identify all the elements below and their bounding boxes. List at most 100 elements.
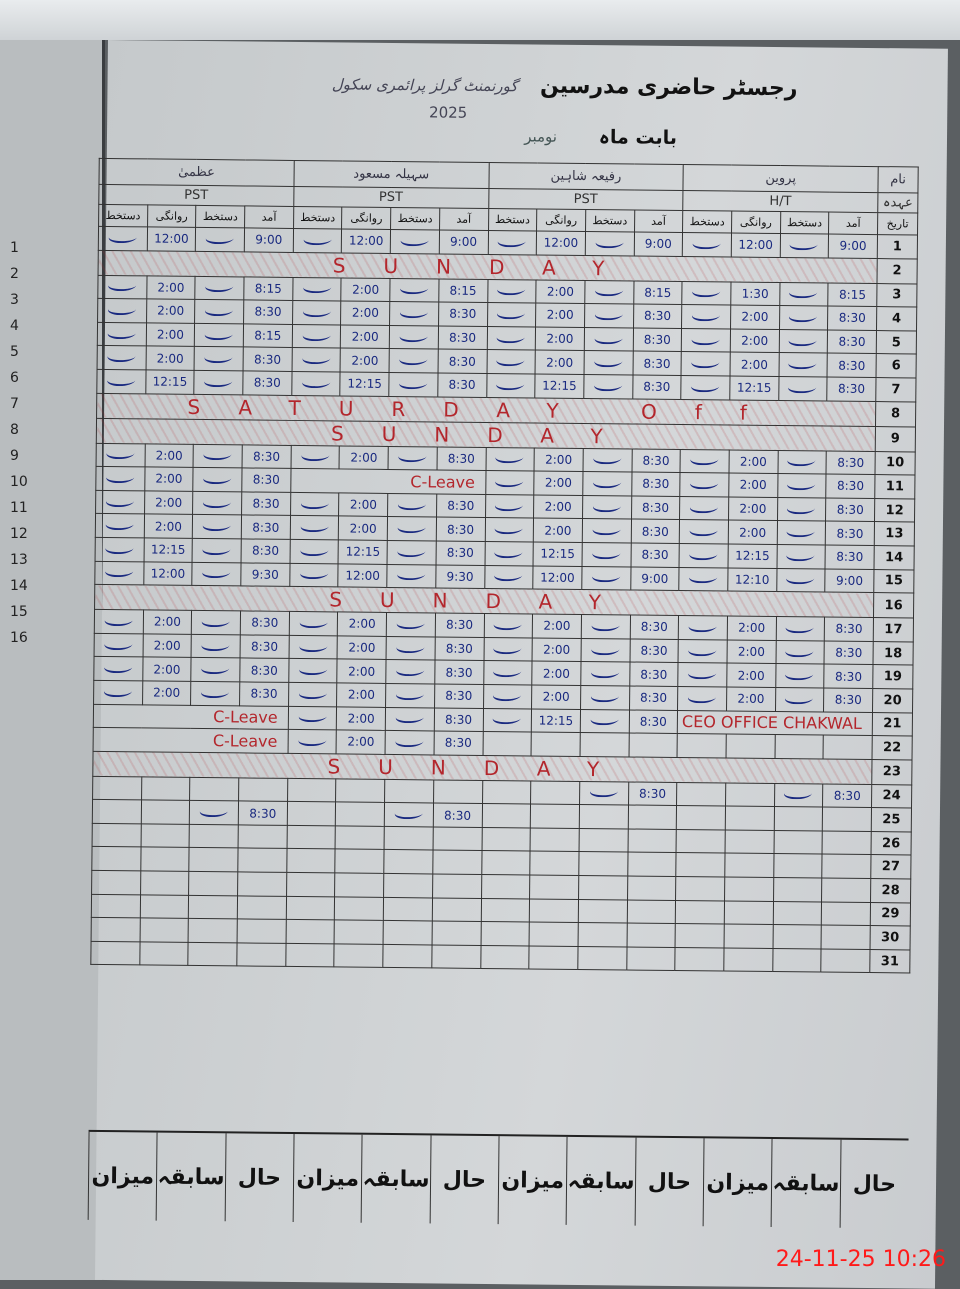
signature-cell — [775, 616, 825, 641]
signature-cell — [386, 612, 436, 637]
footer-label: سابقہ — [361, 1134, 431, 1224]
signature — [395, 544, 428, 558]
timestamp: 24-11-25 10:26 — [775, 1247, 946, 1272]
departure-time: 2:00 — [532, 614, 582, 639]
signature-cell — [383, 849, 433, 875]
signature-cell — [95, 537, 144, 562]
signature-cell — [483, 637, 533, 662]
signature-cell — [192, 561, 242, 587]
signature — [105, 350, 138, 363]
signature-cell — [286, 896, 335, 921]
column-header: آمد — [244, 205, 294, 229]
signature — [588, 713, 621, 726]
date-cell: 22 — [872, 735, 913, 760]
signature-cell — [286, 872, 336, 897]
arrival-time: 8:30 — [826, 474, 875, 499]
departure-time — [530, 804, 580, 829]
signature-cell — [91, 870, 141, 895]
signature-cell — [583, 350, 633, 375]
signature-cell — [680, 449, 730, 474]
signature — [591, 378, 625, 392]
departure-time: 12:00 — [143, 561, 193, 586]
signature — [690, 236, 724, 250]
arrival-time: 8:30 — [434, 660, 484, 685]
signature-cell — [773, 853, 823, 879]
arrival-time: 8:30 — [826, 450, 876, 475]
signature — [297, 639, 330, 652]
signature — [492, 618, 525, 631]
departure-time — [725, 782, 775, 807]
signature — [104, 470, 137, 484]
signature — [296, 686, 330, 700]
column-header: دستخط — [488, 208, 537, 231]
teacher-designation: PST — [488, 188, 684, 211]
signature-cell — [675, 876, 725, 901]
leave-note: CEO OFFICE CHAKWAL — [677, 710, 873, 736]
signature-cell — [484, 565, 534, 590]
date-cell: 17 — [873, 617, 914, 642]
signature — [491, 688, 524, 702]
signature-cell — [681, 351, 731, 377]
arrival-time — [237, 871, 287, 897]
signature-cell — [94, 633, 143, 658]
signature-cell — [772, 924, 822, 949]
left-page-number: 4 — [10, 318, 19, 334]
signature-cell — [680, 472, 729, 497]
signature-cell — [95, 490, 145, 515]
departure-time: 2:00 — [339, 445, 389, 470]
column-header: دستخط — [98, 204, 148, 227]
departure-time — [723, 924, 773, 949]
signature-cell — [287, 778, 337, 803]
date-label: تاریخ — [877, 212, 918, 235]
arrival-time — [432, 874, 482, 899]
signature-cell — [190, 681, 240, 706]
signature-cell — [772, 901, 822, 926]
signature-cell — [292, 324, 341, 349]
signature-cell — [675, 947, 724, 972]
signature — [782, 787, 815, 800]
signature-cell — [193, 467, 243, 492]
departure-time: 2:00 — [337, 635, 387, 660]
arrival-time — [821, 901, 871, 926]
footer-label: سابقہ — [156, 1132, 226, 1222]
signature-cell — [776, 568, 826, 593]
departure-time — [724, 829, 774, 854]
arrival-time: 9:30 — [435, 564, 485, 589]
signature — [394, 640, 427, 653]
departure-time — [140, 847, 190, 872]
arrival-time — [431, 921, 481, 946]
signature — [393, 687, 427, 701]
arrival-time — [433, 779, 483, 804]
signature-cell — [678, 639, 728, 664]
arrival-time — [626, 899, 676, 924]
departure-time — [530, 827, 580, 852]
signature — [690, 285, 723, 298]
signature — [593, 235, 626, 249]
footer-label: میزان — [702, 1138, 772, 1228]
signature-cell — [577, 922, 627, 947]
date-cell: 6 — [876, 353, 917, 378]
arrival-time: 8:30 — [434, 683, 484, 708]
signature — [589, 642, 622, 655]
departure-time: 12:00 — [536, 230, 586, 256]
signature — [493, 475, 526, 488]
signature — [103, 494, 137, 507]
arrival-time: 9:00 — [630, 566, 680, 591]
signature — [785, 454, 819, 467]
departure-time — [530, 780, 580, 805]
arrival-time: 8:30 — [437, 372, 487, 398]
leave-note: C-Leave — [290, 468, 486, 495]
departure-time: 2:00 — [336, 682, 386, 707]
signature-cell — [292, 277, 342, 302]
arrival-time — [627, 828, 677, 853]
arrival-time — [238, 824, 288, 849]
register-page: رجسٹر حاضری مدرسین گورنمنٹ گرلز پرائمری … — [87, 40, 948, 1289]
departure-time: 2:00 — [535, 350, 585, 375]
signature-cell — [484, 541, 534, 566]
signature-cell — [188, 895, 238, 920]
date-cell: 5 — [876, 330, 917, 355]
signature-cell — [388, 372, 438, 397]
arrival-time: 8:30 — [436, 493, 486, 518]
signature-cell — [480, 898, 530, 923]
arrival-time: 8:30 — [825, 497, 875, 522]
